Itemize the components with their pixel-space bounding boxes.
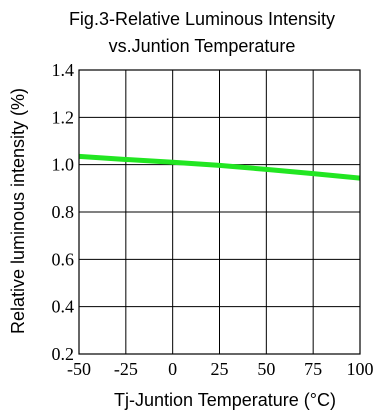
x-tick-label: -25 bbox=[114, 359, 138, 379]
x-axis-label: Tj-Juntion Temperature (°C) bbox=[114, 390, 336, 410]
series-line bbox=[78, 153, 361, 181]
plot-frame bbox=[78, 69, 361, 355]
plot-area: -50 -25 0 25 50 75 100 0.2 0.4 0.6 0.8 1.0 1.2 1.4 bbox=[52, 60, 374, 379]
x-tick-label: 25 bbox=[211, 359, 229, 379]
x-tick-label: 50 bbox=[257, 359, 275, 379]
y-tick-label: 1.0 bbox=[52, 155, 75, 175]
y-tick-label: 0.6 bbox=[52, 249, 75, 269]
x-tick-label: 75 bbox=[304, 359, 322, 379]
y-tick-label: 1.2 bbox=[52, 107, 75, 127]
x-tick-label: -50 bbox=[67, 359, 91, 379]
x-tick-label: 100 bbox=[347, 359, 374, 379]
y-axis-label: Relative luminous intensity (%) bbox=[8, 88, 28, 334]
y-tick-label: 0.8 bbox=[52, 202, 75, 222]
chart-title: Fig.3-Relative Luminous Intensity bbox=[69, 9, 335, 29]
y-tick-label: 0.2 bbox=[52, 344, 75, 364]
y-tick-label: 0.4 bbox=[52, 297, 75, 317]
chart-subtitle: vs.Juntion Temperature bbox=[109, 36, 296, 56]
x-tick-label: 0 bbox=[168, 359, 177, 379]
y-tick-label: 1.4 bbox=[52, 60, 75, 80]
